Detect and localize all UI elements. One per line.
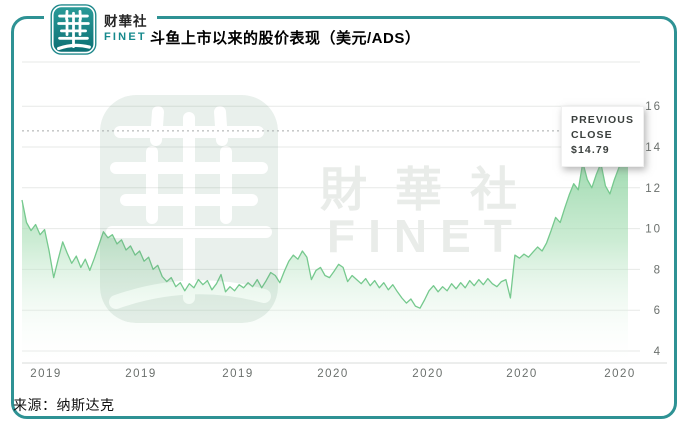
- y-axis-label: 16: [645, 101, 662, 113]
- finet-logo: 财華社 FINET: [44, 0, 157, 58]
- brand-name-cn: 财華社: [104, 14, 148, 30]
- finet-seal-icon: [50, 3, 97, 55]
- watermark: 財華社 FINET: [320, 163, 545, 262]
- y-axis-label: 6: [654, 305, 662, 317]
- x-axis-label: 2019: [30, 368, 62, 380]
- y-axis-label: 10: [645, 224, 662, 236]
- chart-frame-border: [11, 16, 677, 419]
- brand-name-en: FINET: [104, 30, 147, 43]
- y-axis-label: 8: [654, 264, 662, 276]
- previous-close-line2: CLOSE: [571, 129, 613, 142]
- price-line-series: [21, 149, 629, 309]
- previous-close-value: $14.79: [571, 144, 610, 157]
- x-axis-label: 2019: [222, 368, 254, 380]
- watermark-brand-cn-text: 財華社: [320, 163, 545, 216]
- y-axis-label: 12: [645, 183, 662, 195]
- chart-title: 斗鱼上市以来的股价表现（美元/ADS）: [150, 30, 421, 47]
- y-axis-label: 14: [645, 142, 662, 154]
- previous-close-line1: PREVIOUS: [571, 114, 635, 126]
- previous-close-callout: PREVIOUS CLOSE $14.79: [561, 106, 645, 167]
- watermark-seal-icon: [100, 95, 278, 323]
- x-axis-label: 2020: [506, 368, 538, 380]
- watermark-brand-en-text: FINET: [327, 210, 525, 262]
- x-axis-label: 2020: [604, 368, 636, 380]
- source-note: 来源：纳斯达克: [13, 397, 115, 413]
- x-axis-label: 2019: [125, 368, 157, 380]
- price-area-series: [22, 150, 628, 363]
- x-axis-label: 2020: [412, 368, 444, 380]
- x-axis-label: 2020: [317, 368, 349, 380]
- y-axis-label: 4: [654, 346, 662, 358]
